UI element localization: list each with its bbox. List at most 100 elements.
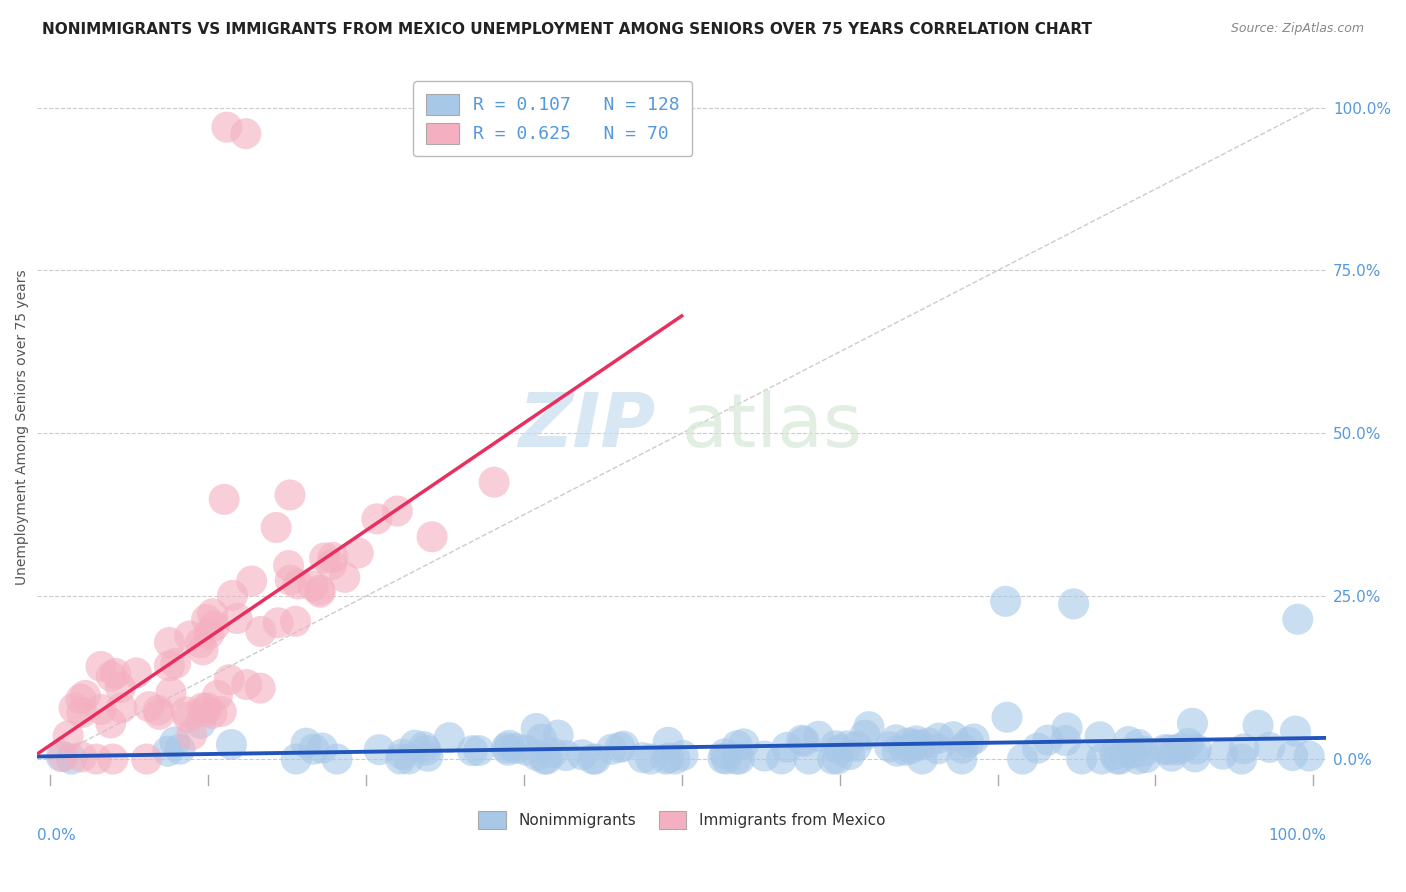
Point [1286, 612, 1309, 626]
Point [582, 752, 605, 766]
Point [1164, 743, 1187, 757]
Point [547, 728, 569, 742]
Point [1170, 741, 1192, 756]
Point [733, 737, 755, 751]
Point [894, 743, 917, 757]
Point [135, 752, 157, 766]
Point [63, 701, 86, 715]
Point [302, 742, 325, 756]
Point [201, 706, 224, 721]
Point [226, 611, 249, 625]
Point [754, 749, 776, 764]
Point [1070, 752, 1092, 766]
Point [1063, 597, 1085, 611]
Point [159, 635, 181, 649]
Point [295, 736, 318, 750]
Point [398, 752, 420, 766]
Point [609, 740, 631, 755]
Point [515, 743, 537, 757]
Point [70, 750, 93, 764]
Point [526, 748, 548, 763]
Point [198, 626, 221, 640]
Point [536, 752, 558, 766]
Point [156, 744, 179, 758]
Point [1185, 742, 1208, 756]
Point [311, 741, 333, 756]
Point [174, 705, 197, 719]
Point [1090, 752, 1112, 766]
Point [188, 636, 211, 650]
Point [585, 752, 607, 766]
Point [277, 558, 299, 573]
Point [416, 749, 439, 764]
Point [264, 520, 287, 534]
Point [160, 685, 183, 699]
Point [284, 615, 307, 629]
Point [1298, 749, 1320, 764]
Point [498, 739, 520, 753]
Point [195, 612, 218, 626]
Point [1036, 733, 1059, 747]
Point [900, 741, 922, 756]
Point [201, 607, 224, 621]
Point [524, 722, 547, 736]
Point [287, 577, 309, 591]
Point [942, 730, 965, 744]
Point [505, 741, 527, 756]
Point [911, 752, 934, 766]
Point [90, 659, 112, 673]
Point [1104, 747, 1126, 762]
Point [837, 739, 859, 753]
Point [387, 504, 409, 518]
Point [533, 752, 555, 766]
Point [711, 751, 734, 765]
Point [917, 736, 939, 750]
Point [180, 728, 202, 742]
Point [333, 570, 356, 584]
Point [714, 747, 737, 761]
Point [1177, 737, 1199, 751]
Point [100, 715, 122, 730]
Point [1281, 748, 1303, 763]
Point [368, 742, 391, 756]
Point [148, 703, 170, 717]
Point [404, 738, 426, 752]
Point [631, 750, 654, 764]
Point [827, 752, 849, 766]
Point [858, 720, 880, 734]
Point [845, 739, 868, 754]
Point [190, 716, 212, 731]
Point [110, 701, 132, 715]
Point [179, 629, 201, 643]
Point [321, 558, 343, 572]
Point [278, 488, 301, 502]
Point [658, 751, 681, 765]
Point [716, 752, 738, 766]
Point [1128, 738, 1150, 752]
Point [530, 732, 553, 747]
Point [250, 624, 273, 639]
Point [278, 573, 301, 587]
Point [314, 550, 336, 565]
Point [1026, 741, 1049, 756]
Point [169, 742, 191, 756]
Point [326, 752, 349, 766]
Point [655, 752, 678, 766]
Point [728, 752, 751, 766]
Point [1160, 749, 1182, 764]
Point [52, 749, 75, 764]
Point [194, 705, 217, 719]
Point [897, 736, 920, 750]
Point [1159, 743, 1181, 757]
Point [903, 738, 925, 752]
Point [600, 742, 623, 756]
Point [571, 747, 593, 762]
Text: Source: ZipAtlas.com: Source: ZipAtlas.com [1230, 22, 1364, 36]
Point [1088, 730, 1111, 744]
Point [770, 752, 793, 766]
Point [235, 677, 257, 691]
Point [725, 739, 748, 753]
Point [101, 752, 124, 766]
Point [191, 643, 214, 657]
Point [366, 512, 388, 526]
